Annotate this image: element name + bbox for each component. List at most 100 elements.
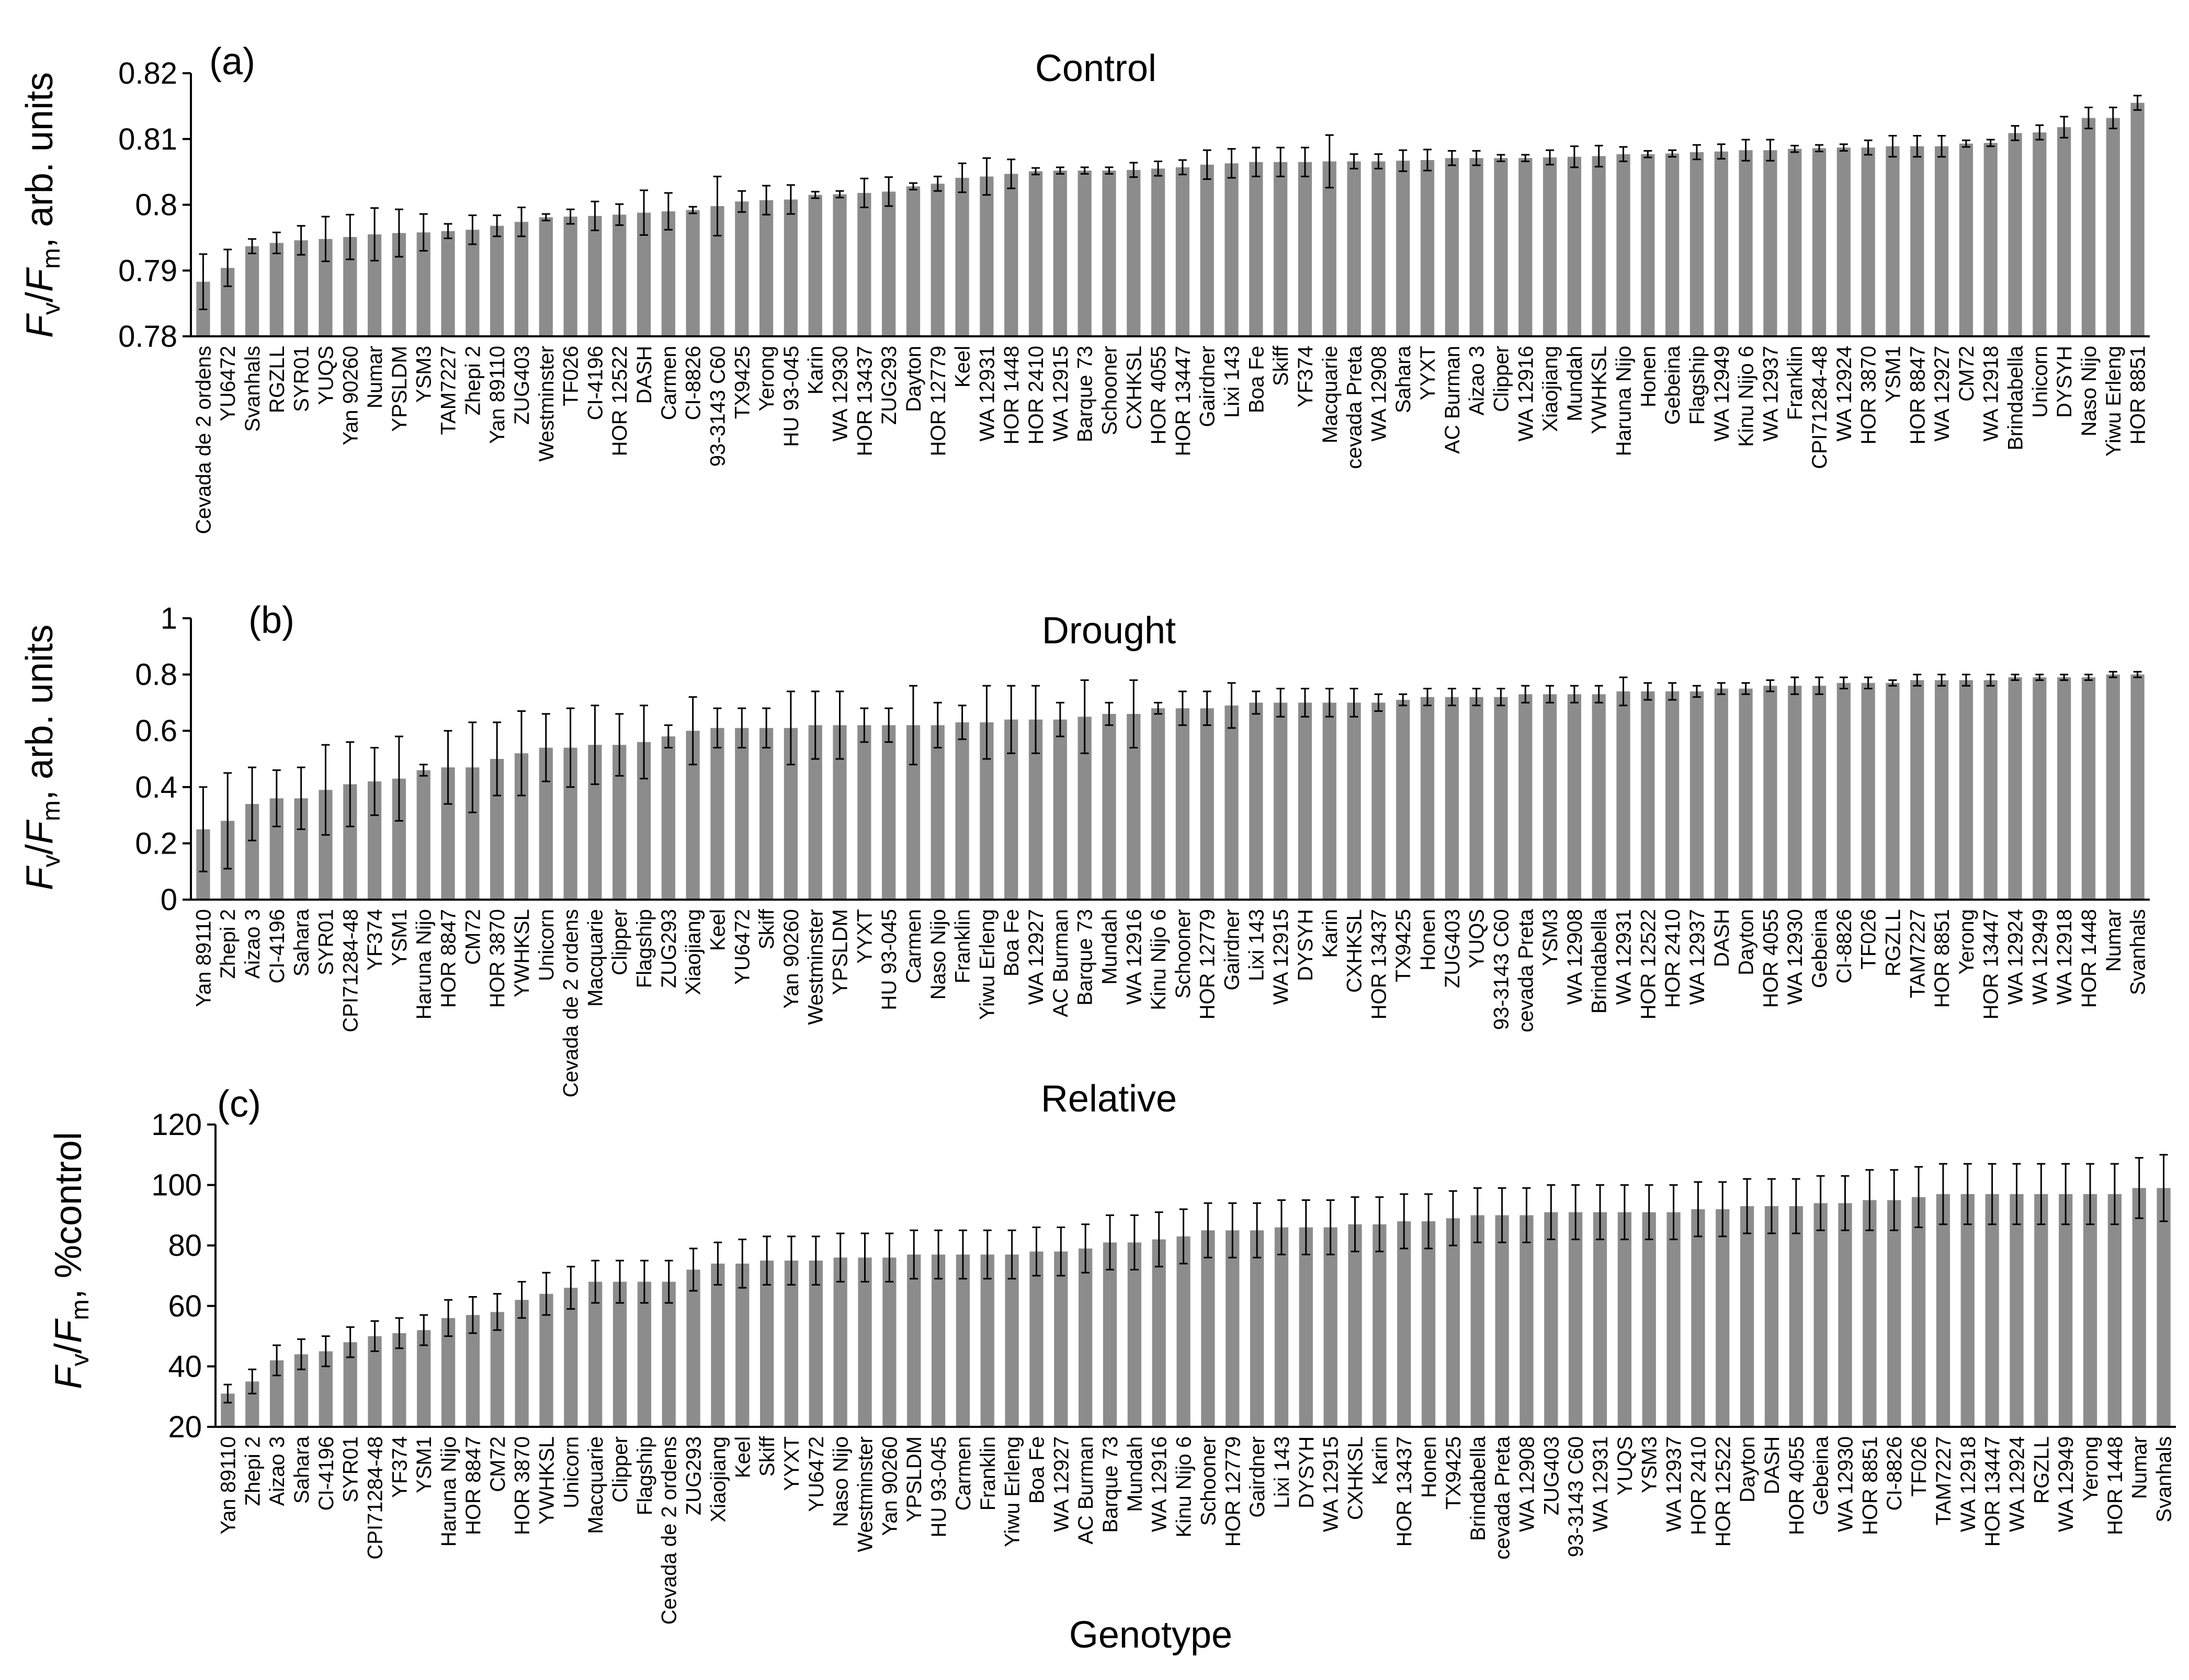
bar [2132, 1188, 2146, 1427]
bar [1836, 683, 1851, 900]
x-tick-label: WA 12931 [1613, 909, 1636, 1005]
y-tick-label: 0.2 [135, 826, 177, 860]
error-bar [2108, 671, 2117, 678]
error-bar [910, 1229, 918, 1280]
x-tick-label: HOR 3870 [511, 1436, 534, 1535]
error-bar [640, 189, 648, 236]
x-tick-label: WA 12927 [1050, 1436, 1073, 1532]
error-bar [346, 1326, 355, 1358]
x-tick-label: TX9425 [731, 346, 754, 419]
x-tick-label: Macquarie [584, 909, 607, 1007]
error-bar [1693, 685, 1701, 698]
x-tick-label: Yan 90260 [780, 909, 803, 1009]
bar [1469, 158, 1483, 336]
bar [931, 725, 945, 900]
y-tick-label: 0.82 [118, 56, 177, 90]
x-tick-label: HOR 3870 [486, 909, 509, 1008]
x-tick-label: Macquarie [584, 1436, 607, 1534]
error-bar [419, 764, 428, 777]
chart-title-relative: Relative [1041, 1078, 1177, 1120]
error-bar [713, 707, 722, 748]
error-bar [1546, 685, 1555, 703]
x-tick-label: HOR 12522 [608, 346, 631, 456]
error-bar [346, 213, 355, 260]
x-tick-label: 93-3143 C60 [1490, 909, 1513, 1030]
bar [1397, 1221, 1411, 1427]
error-bar [542, 1272, 551, 1316]
error-bar [1374, 153, 1383, 169]
error-bar [1473, 1187, 1482, 1243]
bar [1078, 171, 1092, 336]
x-tick-label: WA 12930 [1834, 1436, 1857, 1532]
x-tick-label: YU6472 [805, 1436, 828, 1512]
error-bar [1203, 690, 1211, 726]
x-tick-label: ZUG403 [511, 346, 534, 425]
bar [1151, 168, 1165, 336]
bar [833, 194, 847, 336]
error-bar [982, 157, 991, 196]
bar [808, 195, 822, 336]
x-tick-label: YF374 [364, 909, 387, 971]
bar [1788, 686, 1802, 900]
error-bar [2037, 1163, 2046, 1225]
x-tick-label: Yan 90260 [339, 346, 362, 446]
x-tick-label: Yan 90260 [878, 1436, 901, 1536]
bar [760, 1261, 774, 1427]
error-bar [787, 1235, 796, 1286]
x-tick-label: Zhepi 2 [241, 1436, 264, 1506]
x-tick-label: WA 12931 [1589, 1436, 1612, 1532]
bar [2130, 674, 2145, 900]
x-tick-label: WA 12908 [1515, 1436, 1538, 1532]
x-tick-label: WA 12915 [1269, 909, 1292, 1005]
error-bar [541, 713, 550, 782]
bar [1616, 154, 1630, 336]
x-tick-label: DYSYH [1294, 909, 1317, 981]
x-tick-label: Yan 89110 [192, 909, 215, 1007]
bar [1519, 1215, 1534, 1427]
x-tick-label: Honen [1416, 909, 1439, 971]
x-tick-label: Westminster [535, 346, 558, 462]
bar [1371, 161, 1386, 336]
x-tick-label: WA 12927 [1025, 909, 1048, 1005]
x-tick-label: Haruna Nijo [437, 1436, 460, 1547]
bar [1054, 1251, 1068, 1427]
error-bar [1154, 161, 1163, 177]
error-bar [1790, 144, 1799, 153]
x-tick-label: Cevada de 2 ordens [658, 1436, 681, 1625]
error-bar [1961, 674, 1970, 687]
error-bar [1130, 1214, 1139, 1270]
bar [1053, 719, 1067, 900]
x-tick-label: TAM7227 [1906, 909, 1929, 998]
x-tick-label: YPSLDM [388, 346, 411, 432]
error-bar [1546, 149, 1555, 166]
bar [1689, 691, 1704, 900]
y-tick-label: 0.4 [135, 770, 177, 804]
x-tick-label: Boa Fe [1000, 909, 1023, 977]
y-tick-label: 0.6 [135, 714, 177, 748]
x-tick-label: cevada Preta [1343, 345, 1366, 469]
bar [1005, 1254, 1019, 1427]
x-tick-label: RGZLL [1881, 909, 1904, 977]
bar [1469, 697, 1483, 900]
x-tick-label: CI-8826 [1883, 1436, 1906, 1511]
bar [1934, 680, 1949, 900]
y-axis-label-relative: Fv/Fm, %control [48, 1132, 94, 1389]
error-bar [493, 214, 502, 237]
x-tick-label: WA 12949 [1710, 346, 1733, 441]
error-bar [1154, 701, 1163, 715]
x-tick-label: WA 12949 [2055, 1436, 2078, 1532]
x-tick-label: Lixi 143 [1245, 909, 1268, 981]
x-tick-label: Franklin [1784, 346, 1807, 420]
error-bar [1694, 1181, 1703, 1238]
error-bar [1301, 1199, 1310, 1256]
bar [1274, 1227, 1289, 1427]
error-bar [1007, 685, 1016, 754]
bar [1347, 702, 1361, 900]
error-bar [860, 707, 869, 743]
error-bar [615, 203, 624, 226]
x-tick-label: WA 12916 [1514, 346, 1537, 441]
bar [1714, 151, 1728, 336]
error-bar [297, 1338, 305, 1370]
error-bar [1204, 1202, 1212, 1258]
bar [1911, 1197, 1926, 1427]
